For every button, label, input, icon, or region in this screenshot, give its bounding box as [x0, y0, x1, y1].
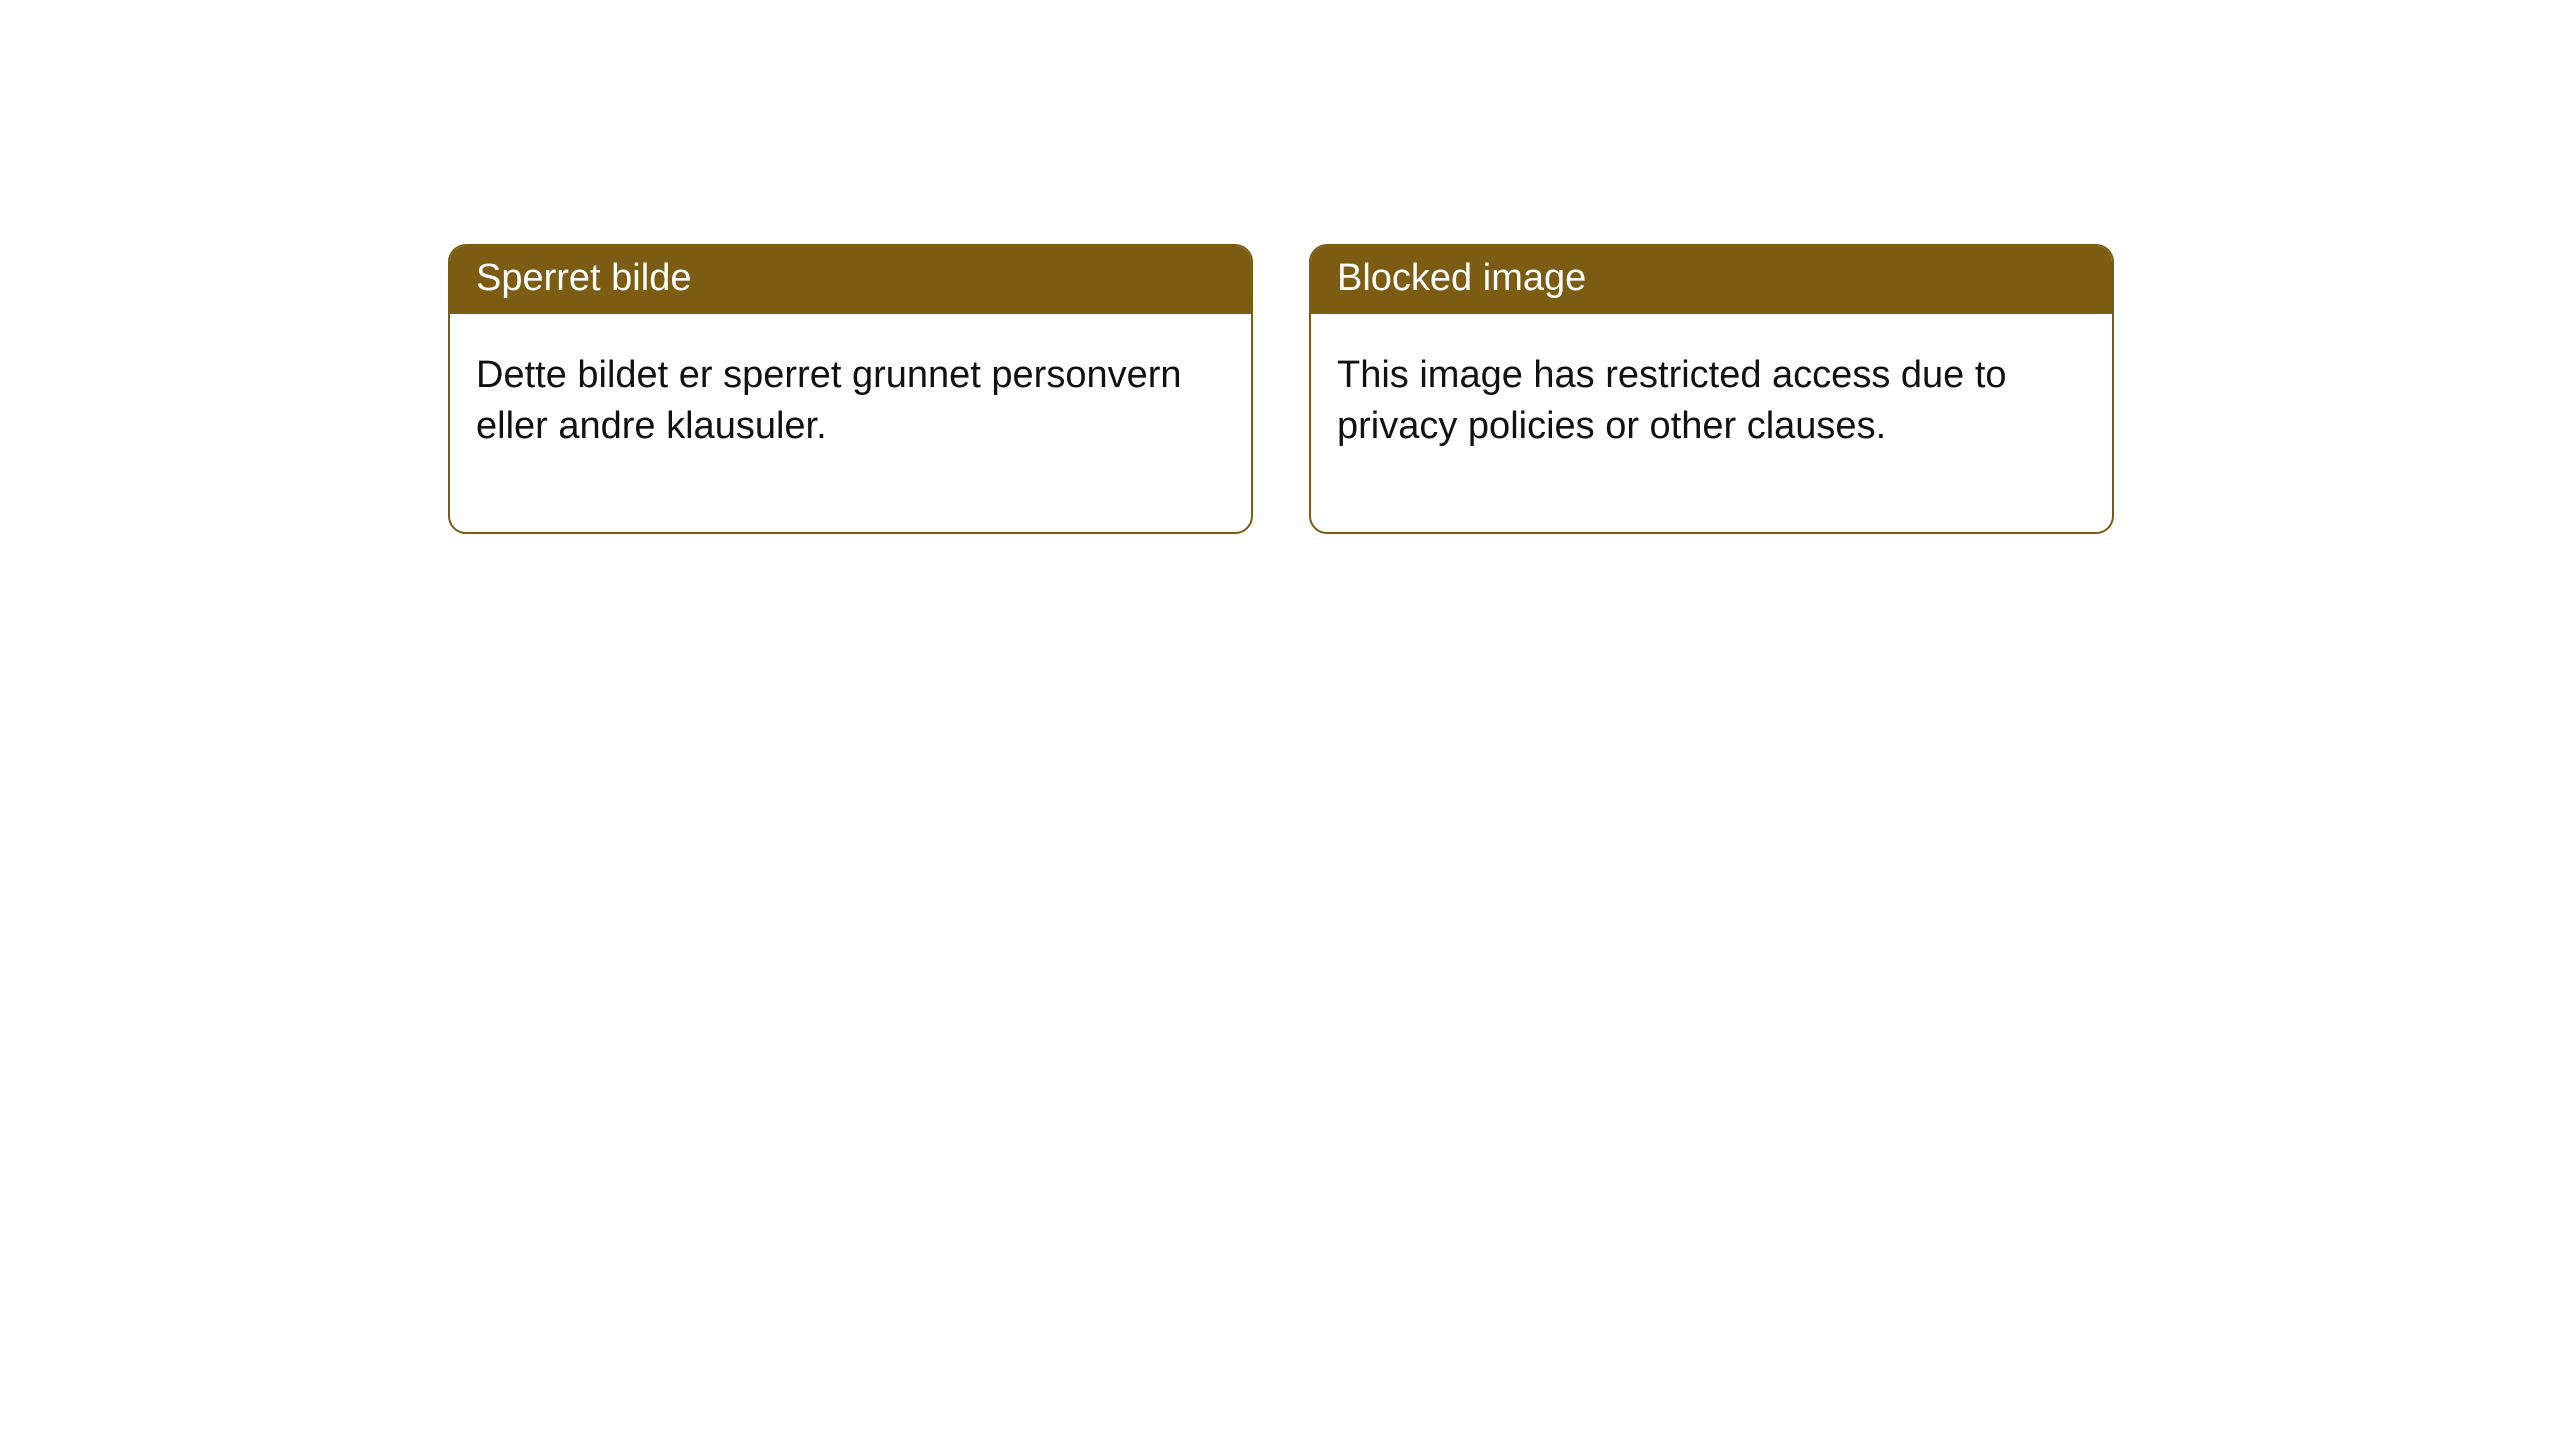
notice-body-english: This image has restricted access due to …: [1311, 314, 2112, 533]
notice-header-english: Blocked image: [1311, 246, 2112, 314]
notice-box-norwegian: Sperret bilde Dette bildet er sperret gr…: [448, 244, 1253, 534]
notice-container: Sperret bilde Dette bildet er sperret gr…: [0, 0, 2560, 534]
notice-box-english: Blocked image This image has restricted …: [1309, 244, 2114, 534]
notice-header-norwegian: Sperret bilde: [450, 246, 1251, 314]
notice-body-norwegian: Dette bildet er sperret grunnet personve…: [450, 314, 1251, 533]
